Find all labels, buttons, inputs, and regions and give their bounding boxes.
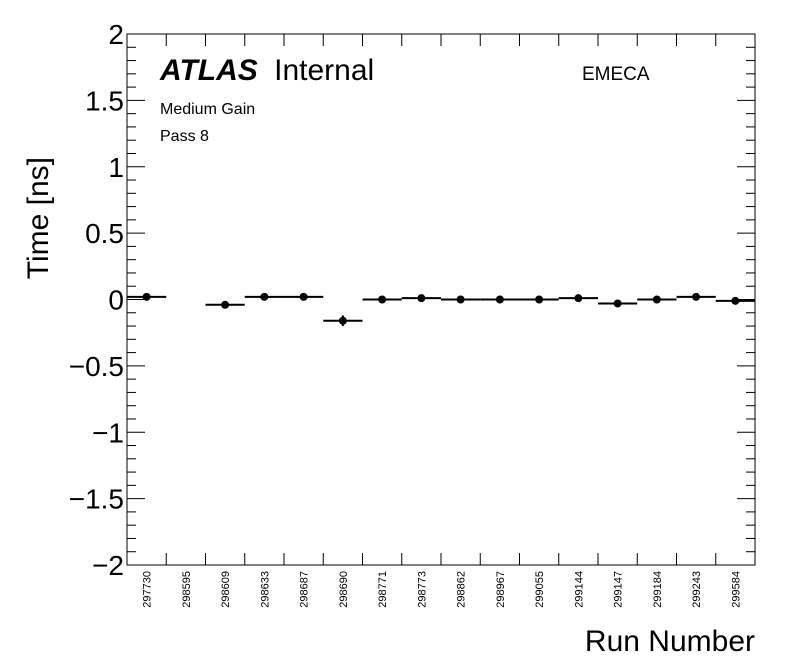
data-point [637, 295, 677, 304]
x-tick-label: 298687 [299, 571, 311, 608]
marker [535, 295, 544, 304]
marker [495, 295, 504, 304]
x-tick-label: 299144 [573, 571, 585, 608]
data-point [127, 292, 167, 301]
x-ticks [165, 34, 717, 565]
atlas-internal: Internal [274, 54, 374, 87]
data-point [323, 315, 363, 327]
x-tick-label: 299184 [652, 571, 664, 608]
y-tick-label: −1.5 [69, 484, 124, 515]
marker [652, 295, 661, 304]
data-point [441, 295, 481, 304]
marker [613, 299, 622, 308]
data-point [362, 295, 402, 304]
data-point [205, 300, 245, 309]
data-point [558, 294, 598, 303]
marker [731, 296, 740, 305]
x-tick-label: 298773 [416, 571, 428, 608]
x-tick-label: 299243 [691, 571, 703, 608]
y-tick-label: 1.5 [85, 85, 124, 116]
marker [299, 292, 308, 301]
region-label: EMECA [582, 64, 650, 85]
marker [456, 295, 465, 304]
x-tick-label: 298690 [338, 571, 350, 608]
data-point [676, 292, 716, 301]
x-tick-label: 299147 [613, 571, 625, 608]
x-axis-label: Run Number [585, 625, 755, 658]
data-point [598, 299, 638, 308]
data-point [519, 295, 559, 304]
y-axis-label: Time [ns] [22, 157, 55, 279]
marker [417, 294, 426, 303]
pass-label: Pass 8 [160, 128, 209, 145]
data-point [401, 294, 441, 303]
y-tick-labels: 2 1.5 1 0.5 0 −0.5 −1 −1.5 −2 [69, 19, 124, 581]
y-tick-label: −1 [92, 417, 124, 448]
data-point [244, 292, 284, 301]
x-tick-labels: 297730 298595 298609 298633 298687 298690 2987… [142, 571, 743, 608]
x-tick-label: 298609 [220, 571, 232, 608]
marker [221, 300, 230, 309]
y-tick-label: 2 [108, 19, 124, 50]
marker [574, 294, 583, 303]
marker [338, 316, 347, 325]
data-point [284, 292, 324, 301]
x-tick-label: 298633 [259, 571, 271, 608]
data-point [715, 296, 755, 305]
gain-label: Medium Gain [160, 101, 255, 118]
atlas-label: ATLAS Internal [159, 54, 374, 87]
y-tick-label: 0 [108, 285, 124, 316]
marker [692, 292, 701, 301]
x-tick-label: 299055 [534, 571, 546, 608]
x-tick-label: 298862 [456, 571, 468, 608]
x-tick-label: 298771 [377, 571, 389, 608]
y-tick-label: −2 [92, 550, 124, 581]
x-tick-label: 297730 [142, 571, 154, 608]
x-tick-label: 298967 [495, 571, 507, 608]
y-tick-label: 1 [108, 152, 124, 183]
y-tick-label: 0.5 [85, 218, 124, 249]
marker [260, 292, 269, 301]
y-tick-label: −0.5 [69, 351, 124, 382]
data-points [127, 292, 755, 327]
marker [378, 295, 387, 304]
minor-ticks [127, 46, 755, 553]
x-tick-label: 299584 [730, 571, 742, 608]
data-point [480, 295, 520, 304]
x-tick-label: 298595 [181, 571, 193, 608]
atlas-bold: ATLAS [159, 54, 258, 87]
marker [142, 292, 151, 301]
major-ticks [127, 33, 755, 566]
